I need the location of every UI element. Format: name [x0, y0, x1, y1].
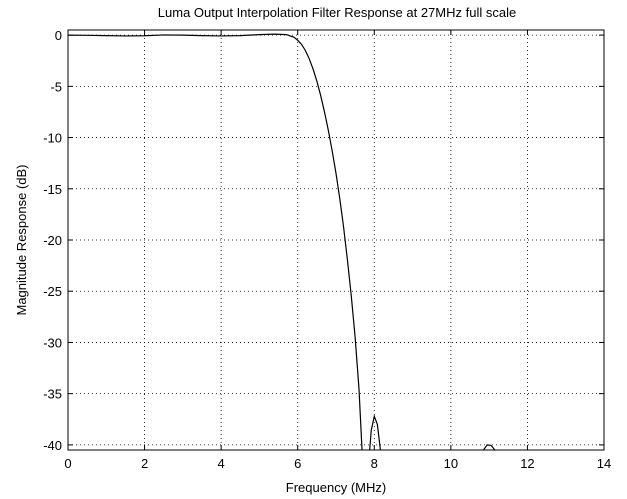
- response-curve-segment: [482, 444, 496, 451]
- y-tick-label: -15: [43, 182, 62, 197]
- x-tick-label: 6: [294, 456, 301, 471]
- x-tick-label: 8: [371, 456, 378, 471]
- x-axis-label: Frequency (MHz): [286, 480, 386, 495]
- x-tick-label: 12: [520, 456, 534, 471]
- y-axis-label: Magnitude Response (dB): [14, 164, 29, 315]
- y-tick-label: -10: [43, 131, 62, 146]
- y-tick-label: -5: [50, 79, 62, 94]
- x-tick-label: 2: [141, 456, 148, 471]
- y-tick-label: -30: [43, 335, 62, 350]
- x-tick-label: 0: [64, 456, 71, 471]
- x-tick-label: 4: [218, 456, 225, 471]
- y-tick-label: -20: [43, 233, 62, 248]
- response-curve-segment: [67, 33, 363, 451]
- tick-layer: 0 2 4 6 8 10 12 14 0 -5 -10 -15 -20 -25 -30 -35 -40: [43, 28, 611, 471]
- chart-title: Luma Output Interpolation Filter Respons…: [158, 5, 516, 20]
- response-curve-segment: [369, 414, 382, 451]
- grid-layer: [68, 30, 604, 450]
- y-tick-label: -35: [43, 387, 62, 402]
- x-tick-label: 14: [597, 456, 611, 471]
- y-tick-label: -40: [43, 438, 62, 453]
- y-tick-label: -25: [43, 284, 62, 299]
- y-tick-label: 0: [55, 28, 62, 43]
- curve-layer: [67, 33, 496, 451]
- x-tick-label: 10: [444, 456, 458, 471]
